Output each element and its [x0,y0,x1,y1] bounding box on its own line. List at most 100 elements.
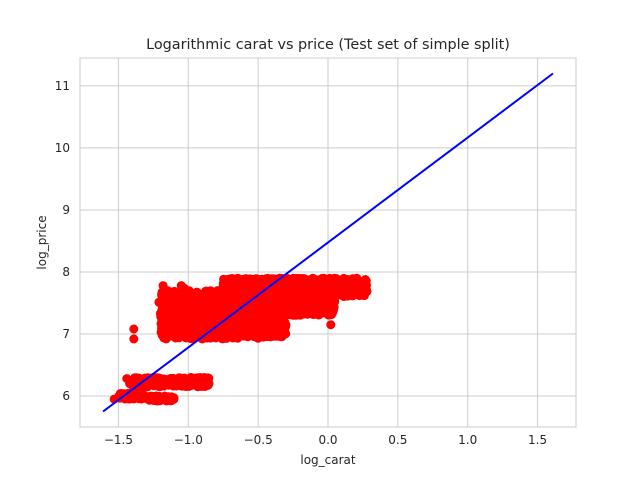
scatter-point [253,333,263,343]
x-tick-label: −1.5 [104,433,133,447]
x-tick-label: 0.5 [388,433,407,447]
scatter-point [162,317,172,327]
scatter-points [109,273,372,406]
scatter-point [175,295,185,305]
scatter-point [167,295,176,305]
scatter-point [198,317,208,327]
scatter-point [165,393,175,403]
scatter-point [325,273,335,283]
scatter-point [308,303,317,313]
x-tick-label: 1.0 [458,433,477,447]
scatter-point [275,308,285,317]
scatter-point [232,275,242,284]
scatter-point [277,321,287,330]
scatter-point [335,290,345,300]
scatter-point [240,312,250,322]
scatter-point [247,311,257,321]
x-axis-label: log_carat [300,453,356,467]
scatter-point [198,308,208,318]
scatter-point [267,301,277,311]
scatter-point [296,279,306,289]
x-tick-labels: −1.5 −1.0 −0.5 0.0 0.5 1.0 1.5 [104,433,547,447]
chart-title: Logarithmic carat vs price (Test set of … [146,37,510,53]
scatter-point [274,289,284,299]
scatter-point [184,306,194,316]
scatter-point [221,304,231,314]
y-tick-label: 6 [62,389,70,403]
scatter-point [260,316,270,325]
scatter-point [190,375,200,385]
scatter-point [282,278,292,287]
scatter-point [129,334,139,344]
scatter-point [296,306,306,316]
scatter-point [154,373,164,383]
y-tick-label: 7 [62,327,70,341]
x-tick-label: −0.5 [244,433,273,447]
scatter-point [198,296,208,306]
scatter-point [240,329,250,339]
y-tick-label: 8 [62,265,70,279]
scatter-point [342,279,352,289]
scatter-point [325,290,335,300]
scatter-point [284,292,294,302]
scatter-point [301,296,311,306]
scatter-point [242,284,252,294]
x-tick-label: 0.0 [318,433,337,447]
plot-frame [79,57,577,428]
scatter-point [122,374,132,384]
scatter-point [133,389,143,399]
y-axis-label: log_price [35,215,49,269]
scatter-point [343,291,353,301]
scatter-point [256,277,266,287]
scatter-point [178,311,187,321]
scatter-point [168,377,178,387]
scatter-point [124,394,134,404]
regression-line [102,72,554,413]
scatter-point [263,273,273,283]
scatter-point [157,394,167,404]
scatter-point [203,379,213,389]
regression-line-layer [102,72,554,413]
scatter-point [169,315,179,325]
scatter-point [161,288,170,298]
scatter-point [352,283,362,293]
scatter-point [161,328,171,338]
scatter-point [220,326,229,336]
scatter-point [205,295,215,305]
scatter-point [332,277,342,287]
scatter-point [211,315,220,324]
scatter-point [361,276,371,286]
scatter-point [129,324,139,334]
scatter-point [179,283,189,293]
scatter-point [245,321,255,331]
y-tick-labels: 6 7 8 9 10 11 [55,79,70,403]
scatter-point [155,382,165,392]
scatter-point [182,320,192,330]
x-tick-label: −1.0 [174,433,203,447]
scatter-point [352,289,362,299]
scatter-point [162,306,172,316]
y-tick-label: 11 [55,79,70,93]
scatter-point [158,281,168,291]
scatter-point [284,301,294,311]
scatter-point [261,286,271,296]
scatter-point [348,274,358,284]
scatter-point [187,313,197,323]
scatter-point [202,286,212,296]
scatter-point [154,297,164,307]
scatter-point [308,274,318,284]
scatter-point [228,303,238,313]
scatter-point [189,332,198,341]
x-tick-label: 1.5 [528,433,547,447]
scatter-point [322,305,332,315]
scatter-point [225,277,235,287]
scatter-point [190,291,200,301]
y-tick-label: 9 [62,203,70,217]
scatter-point [263,325,273,335]
scatter-point [326,320,336,330]
scatter-point [232,321,241,331]
scatter-point [235,292,244,302]
scatter-point [224,284,234,294]
